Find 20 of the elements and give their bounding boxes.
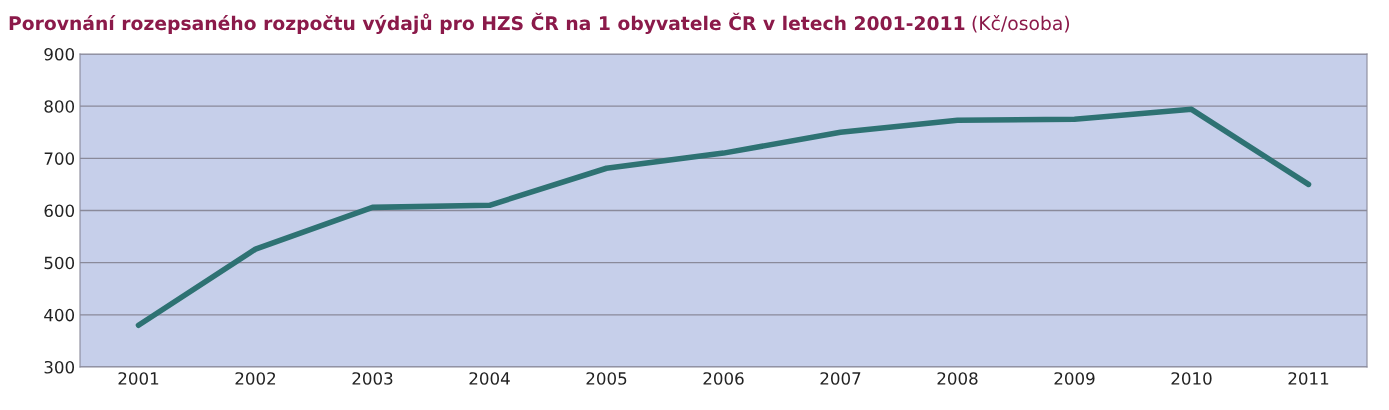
x-tick-label: 2009 <box>1054 372 1095 385</box>
y-tick-label: 400 <box>44 308 75 322</box>
x-tick-label: 2004 <box>469 372 510 385</box>
x-tick-label: 2001 <box>118 372 159 385</box>
y-tick-label: 300 <box>44 360 75 374</box>
x-tick-label: 2002 <box>235 372 276 385</box>
y-tick-label: 900 <box>44 47 75 61</box>
x-tick-label: 2005 <box>586 372 627 385</box>
x-tick-label: 2010 <box>1171 372 1212 385</box>
chart-subtitle: (Kč/osoba) <box>972 15 1070 33</box>
chart-title: Porovnání rozepsaného rozpočtu výdajů pro HZS ČR na 1 obyvatele ČR v letech 2001-2011 <box>9 12 965 35</box>
x-tick-label: 2006 <box>703 372 744 385</box>
y-tick-label: 600 <box>44 204 75 218</box>
x-tick-label: 2003 <box>352 372 393 385</box>
y-tick-label: 800 <box>44 100 75 113</box>
x-tick-label: 2007 <box>820 372 861 385</box>
x-tick-label: 2008 <box>937 372 978 385</box>
y-tick-label: 700 <box>44 152 75 165</box>
y-tick-label: 500 <box>44 256 75 270</box>
x-tick-label: 2011 <box>1288 372 1329 385</box>
